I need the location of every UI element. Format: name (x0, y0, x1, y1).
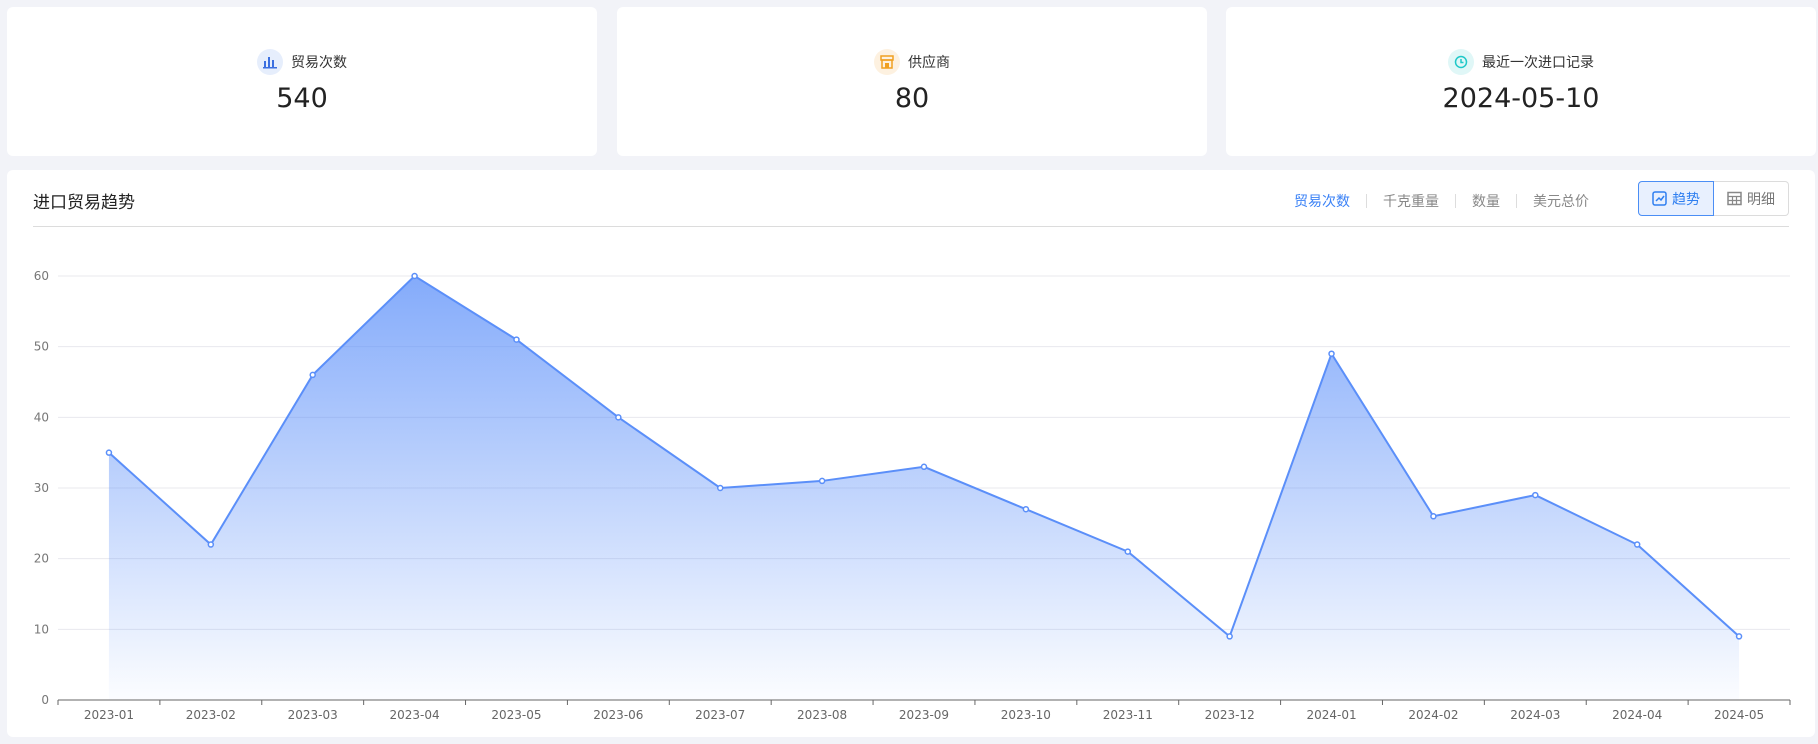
data-point (1633, 541, 1641, 548)
stat-card-suppliers: 供应商 80 (617, 7, 1207, 156)
x-tick-label: 2023-02 (186, 708, 236, 722)
x-tick-label: 2024-02 (1408, 708, 1458, 722)
y-tick-label: 40 (34, 410, 49, 424)
x-tick-label: 2024-01 (1306, 708, 1356, 722)
metric-tab-usd[interactable]: 美元总价 (1533, 194, 1589, 210)
x-tick-label: 2023-07 (695, 708, 745, 722)
stat-value: 2024-05-10 (1442, 83, 1600, 114)
data-point (920, 463, 928, 471)
trend-view-button[interactable]: 趋势 (1638, 181, 1714, 216)
stat-card-last-import: 最近一次进口记录 2024-05-10 (1226, 7, 1816, 156)
trend-chart: 0 10 20 30 40 50 60 2023-01 2023-02 2023-03 2023-0… (34, 269, 1791, 722)
data-point (1735, 633, 1743, 640)
bar-chart-icon (257, 49, 283, 75)
y-tick-label: 10 (34, 622, 49, 636)
data-point (1328, 350, 1335, 357)
trend-view-label: 趋势 (1672, 191, 1700, 208)
metric-tab-quantity[interactable]: 数量 (1472, 194, 1500, 210)
divider (1455, 194, 1456, 208)
data-point (1226, 633, 1233, 640)
data-point (716, 484, 724, 492)
detail-view-button[interactable]: 明细 (1714, 181, 1789, 216)
x-tick-label: 2023-05 (491, 708, 541, 722)
store-icon (874, 49, 900, 75)
x-tick-label: 2024-04 (1612, 708, 1662, 722)
x-tick-label: 2023-04 (390, 708, 440, 722)
detail-view-label: 明细 (1747, 191, 1775, 208)
data-point (1532, 491, 1539, 499)
data-point (309, 371, 316, 379)
trend-card: 进口贸易趋势 贸易次数 千克重量 数量 美元总价 趋势 明细 0 10 20 30 40… (7, 170, 1815, 737)
x-tick-label: 2023-09 (899, 708, 949, 722)
x-tick-label: 2024-05 (1714, 708, 1764, 722)
metric-tab-weight[interactable]: 千克重量 (1383, 194, 1439, 210)
y-tick-label: 0 (41, 693, 49, 707)
series-area (108, 276, 1740, 700)
data-point (207, 541, 215, 548)
x-tick-label: 2023-03 (288, 708, 338, 722)
data-point (105, 449, 113, 456)
stat-value: 80 (894, 83, 930, 114)
y-tick-label: 50 (34, 340, 49, 354)
data-point (1022, 505, 1030, 513)
data-point (513, 336, 520, 343)
stat-card-trades: 贸易次数 540 (7, 7, 597, 156)
clock-icon (1448, 49, 1474, 75)
stat-label: 供应商 (908, 55, 950, 71)
x-tick-label: 2023-06 (593, 708, 643, 722)
table-icon (1727, 191, 1742, 206)
trend-title: 进口贸易趋势 (33, 193, 135, 213)
stat-value: 540 (276, 83, 328, 114)
stat-label: 贸易次数 (291, 55, 347, 71)
data-point (818, 477, 826, 485)
data-point (615, 414, 622, 421)
y-tick-label: 20 (34, 552, 49, 566)
header-divider (33, 226, 1789, 227)
trend-chart-icon (1652, 191, 1667, 206)
divider (1516, 194, 1517, 208)
data-point (1124, 548, 1132, 555)
metric-tab-trades[interactable]: 贸易次数 (1294, 194, 1350, 210)
x-tick-label: 2023-12 (1205, 708, 1255, 722)
x-tick-label: 2024-03 (1510, 708, 1560, 722)
x-tick-label: 2023-08 (797, 708, 847, 722)
divider (1366, 194, 1367, 208)
x-tick-label: 2023-01 (84, 708, 134, 722)
data-point (411, 272, 418, 280)
metric-tabs: 贸易次数 千克重量 数量 美元总价 (1278, 191, 1605, 211)
x-tick-label: 2023-10 (1001, 708, 1051, 722)
x-tick-label: 2023-11 (1103, 708, 1153, 722)
view-toggle: 趋势 明细 (1638, 181, 1789, 216)
y-tick-label: 60 (34, 269, 49, 283)
y-tick-label: 30 (34, 481, 49, 495)
data-point (1430, 513, 1437, 520)
stat-label: 最近一次进口记录 (1482, 55, 1594, 71)
